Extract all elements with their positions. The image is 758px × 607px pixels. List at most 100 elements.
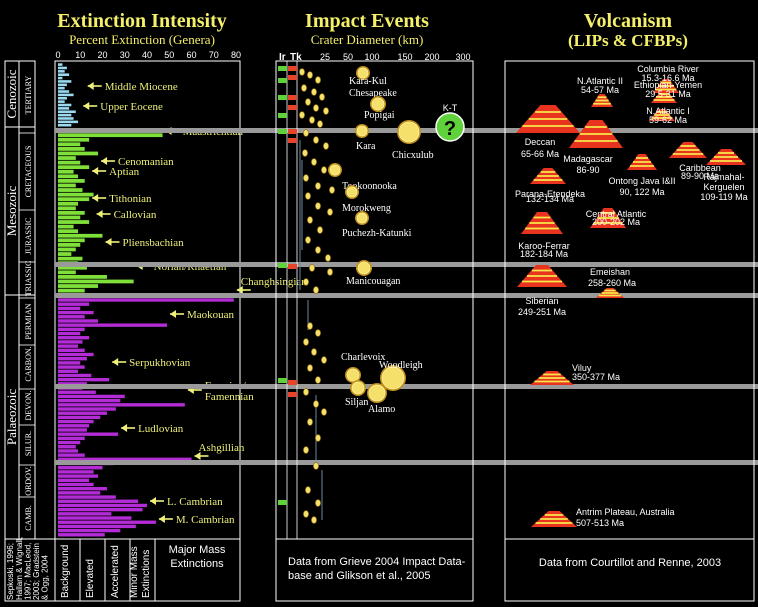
impact-crater-dot	[313, 462, 319, 470]
impact-crater-dot	[307, 322, 313, 330]
extinction-tick-label: 20	[97, 50, 107, 60]
named-crater	[357, 261, 371, 275]
impact-crater-dot	[307, 71, 313, 79]
legend-minor-extinctions: Extinctions	[141, 550, 152, 598]
volcano-name-label: Columbia River	[637, 64, 699, 74]
extinction-bar	[58, 470, 94, 474]
iridium-marker	[278, 113, 287, 118]
extinction-x-axis: 0 10 20 30 40 50 60 70 80	[55, 50, 241, 60]
annotation-label: L. Cambrian	[167, 496, 223, 508]
extinction-bar	[58, 499, 139, 503]
extinction-bar	[58, 229, 79, 234]
extinction-bar	[58, 507, 143, 512]
extinction-bar	[58, 361, 81, 365]
extinction-bar	[58, 478, 90, 482]
annotation-label: M. Cambrian	[176, 514, 235, 526]
named-crater	[398, 121, 420, 143]
volcano-name-label: Ethiopian-Yemen	[634, 80, 702, 90]
period-label: TERTIARY	[24, 75, 33, 114]
extinction-credit-line: & Ogg, 2004	[41, 555, 50, 600]
volcano-age-label: 15.3-16.6 Ma	[641, 73, 694, 83]
impact-crater-dot	[311, 158, 317, 166]
annotation-label: Callovian	[114, 209, 157, 221]
extinction-bar	[58, 86, 65, 90]
extinction-tick-label: 10	[75, 50, 85, 60]
annotation-label: Serpukhovian	[129, 357, 191, 369]
extinction-bar	[58, 516, 132, 520]
era-label-mesozoic: Mesozoic	[4, 186, 19, 237]
tektite-marker	[288, 380, 297, 385]
impact-crater-dot	[327, 268, 333, 276]
impact-crater-dot	[305, 98, 311, 106]
annotation-arrowhead	[92, 167, 99, 175]
impact-crater-dot	[315, 246, 321, 254]
tektite-marker	[288, 105, 297, 110]
extinction-bar	[58, 73, 70, 76]
crater-label: Chesapeake	[349, 88, 397, 99]
volcano-name-label: Ontong Java I&II	[608, 176, 675, 186]
extinction-bar	[58, 174, 79, 179]
annotation-arrowhead	[112, 358, 119, 366]
extinction-bar	[58, 365, 85, 369]
period-label: PERMIAN	[24, 303, 33, 339]
tektite-marker	[288, 66, 297, 71]
impact-crater-dot	[327, 208, 333, 216]
extinction-bar	[58, 265, 87, 270]
volcano-age-label: 54-57 Ma	[581, 85, 619, 95]
tektite-marker	[288, 129, 297, 134]
crater-label: Puchezh-Katunki	[342, 228, 412, 239]
impact-crater-dot	[303, 174, 309, 182]
extinction-legend-box	[4, 538, 241, 602]
extinction-bar	[58, 310, 94, 315]
annotation-label: Ludlovian	[138, 423, 184, 435]
annotation-label: Famennian	[205, 391, 254, 403]
tektite-marker	[288, 392, 297, 397]
impact-crater-dot	[321, 408, 327, 416]
extinction-bar	[58, 133, 163, 138]
extinction-credit-line: 1997; MacLeod,	[24, 543, 33, 600]
extinction-tick-label: 0	[55, 50, 60, 60]
volcano-name-label: Antrim Plateau, Australia	[576, 507, 675, 517]
tektite-marker	[288, 138, 297, 143]
extinction-bar	[58, 107, 70, 110]
boundary-line-f-f	[55, 384, 758, 389]
volcano-age-label: 258-260 Ma	[588, 278, 636, 288]
extinction-bar	[58, 93, 74, 97]
period-label: CAMB.	[24, 505, 33, 531]
impact-tick-label: 300	[455, 52, 470, 62]
volcano-age-label: 132-134 Ma	[526, 194, 574, 204]
extinction-credit-line: Hallam & Wignall,	[15, 537, 24, 600]
annotation-label: Pliensbachian	[123, 237, 185, 249]
period-label: CARBON.	[24, 346, 33, 381]
crater-label: Alamo	[368, 404, 395, 415]
extinction-bar	[58, 215, 81, 220]
extinction-credit-line: 2003; Gradstein	[32, 543, 41, 600]
impact-tick-label: 100	[364, 52, 379, 62]
iridium-marker	[278, 129, 287, 134]
extinction-bar	[58, 252, 72, 256]
impact-crater-dot	[303, 129, 309, 137]
volcano-name-label: Deccan	[525, 137, 556, 147]
extinction-bar	[58, 315, 85, 319]
annotation-label: Tithonian	[109, 193, 152, 205]
extinction-bar	[58, 503, 147, 508]
impact-tick-label: 200	[424, 52, 439, 62]
extinction-tick-label: 70	[209, 50, 219, 60]
impact-crater-dot	[323, 107, 329, 115]
impact-credit-box	[275, 538, 474, 602]
impact-crater-dot	[311, 348, 317, 356]
named-crater	[329, 164, 341, 176]
impact-crater-dot	[315, 202, 321, 210]
annotation-arrowhead	[92, 194, 99, 202]
period-label: ORDOV.	[24, 466, 33, 495]
extinction-bar	[58, 486, 107, 491]
volcano-name-label: Kerguelen	[703, 182, 744, 192]
extinction-bar	[58, 110, 76, 114]
boundary-line-o-s	[55, 460, 758, 465]
extinction-bar	[58, 352, 94, 357]
volcanism-credit: Data from Courtillot and Renne, 2003	[539, 557, 721, 569]
volcano-name-label: Madagascar	[563, 154, 613, 164]
iridium-marker	[278, 500, 287, 505]
extinction-bar	[58, 142, 81, 147]
